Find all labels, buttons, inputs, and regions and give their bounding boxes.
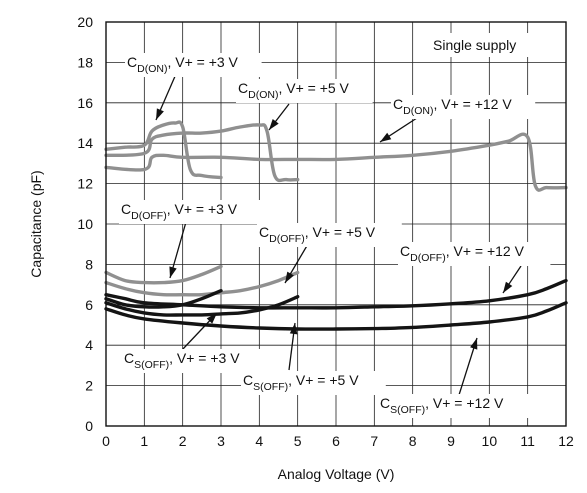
annotation-arrows <box>155 73 522 396</box>
series-label-csoff-5v: CS(OFF), V+ = +5 V <box>243 372 359 393</box>
series-label-cdon-5v: CD(ON), V+ = +5 V <box>238 80 350 101</box>
x-tick-label: 11 <box>520 433 535 449</box>
series-labels: CD(ON), V+ = +3 V CD(ON), V+ = +5 V CD(ON)… <box>119 53 551 418</box>
series-label-bg <box>241 371 386 395</box>
series-label-csoff-3v: CS(OFF), V+ = +3 V <box>124 350 240 371</box>
x-tick-label: 3 <box>217 433 225 449</box>
plot-frame <box>105 21 567 427</box>
single-supply-box: Single supply <box>424 33 554 57</box>
annotation-arrow-head <box>206 313 217 324</box>
x-tick-label: 7 <box>370 433 378 449</box>
y-tick-label: 10 <box>77 216 93 232</box>
series-line-csoff-5v <box>104 295 300 317</box>
series-label-bg <box>119 200 264 224</box>
y-tick-label: 18 <box>77 54 93 70</box>
x-tick-label: 2 <box>179 433 187 449</box>
x-tick-label: 9 <box>447 433 455 449</box>
series-label-cdon-3v: CD(ON), V+ = +3 V <box>127 54 239 75</box>
series-line-csoff-3v <box>104 289 223 309</box>
annotation-arrow-head <box>156 108 164 120</box>
series-label-cdoff-3v: CD(OFF), V+ = +3 V <box>121 201 238 222</box>
y-tick-label: 4 <box>85 337 93 353</box>
x-tick-label: 5 <box>294 433 302 449</box>
series-line-cdon-3v <box>104 120 223 180</box>
series-line-cdoff-3v <box>104 264 223 285</box>
x-tick-label: 8 <box>409 433 417 449</box>
annotation-arrow-head <box>503 281 513 293</box>
annotation-arrow-head <box>169 266 177 278</box>
series-label-bg <box>236 79 373 103</box>
series-line-csoff-12v <box>104 301 568 331</box>
series-label-cdoff-5v: CD(OFF), V+ = +5 V <box>259 224 376 245</box>
x-tick-label: 6 <box>332 433 340 449</box>
series-line-cdoff-12v <box>104 278 568 310</box>
series-line-cdoff-5v <box>104 270 300 297</box>
x-tick-label: 4 <box>255 433 263 449</box>
annotation-arrow-head <box>470 338 478 350</box>
x-tick-label: 0 <box>102 433 110 449</box>
series-label-bg <box>391 95 536 119</box>
series-label-bg <box>378 394 531 418</box>
annotation-arrow-head <box>380 132 392 142</box>
x-axis-label: Analog Voltage (V) <box>278 466 395 482</box>
x-tick-label: 12 <box>558 433 574 449</box>
annotation-arrow-head <box>269 119 279 130</box>
series-label-bg <box>398 242 551 266</box>
series-layer <box>104 120 568 331</box>
series-label-bg <box>257 223 402 247</box>
series-label-cdon-12v: CD(ON), V+ = +12 V <box>393 96 512 117</box>
y-tick-label: 14 <box>77 135 93 151</box>
series-label-bg <box>125 53 262 77</box>
series-label-bg <box>122 349 267 373</box>
y-tick-label: 12 <box>77 176 93 192</box>
single-supply-label: Single supply <box>433 37 516 53</box>
annotation-arrow-head <box>289 323 298 335</box>
y-tick-label: 2 <box>85 378 93 394</box>
series-line-cdon-12v <box>104 132 568 192</box>
y-axis-label: Capacitance (pF) <box>28 170 44 277</box>
y-tick-label: 16 <box>77 95 93 111</box>
y-tick-label: 8 <box>85 256 93 272</box>
y-tick-label: 6 <box>85 297 93 313</box>
y-tick-label: 0 <box>85 418 93 434</box>
series-line-cdon-5v <box>104 123 300 183</box>
x-tick-label: 10 <box>482 433 498 449</box>
series-label-csoff-12v: CS(OFF), V+ = +12 V <box>380 395 504 416</box>
x-tick-label: 1 <box>140 433 148 449</box>
series-label-cdoff-12v: CD(OFF), V+ = +12 V <box>400 243 525 264</box>
y-tick-label: 20 <box>77 14 93 30</box>
annotation-arrow-head <box>285 271 294 283</box>
